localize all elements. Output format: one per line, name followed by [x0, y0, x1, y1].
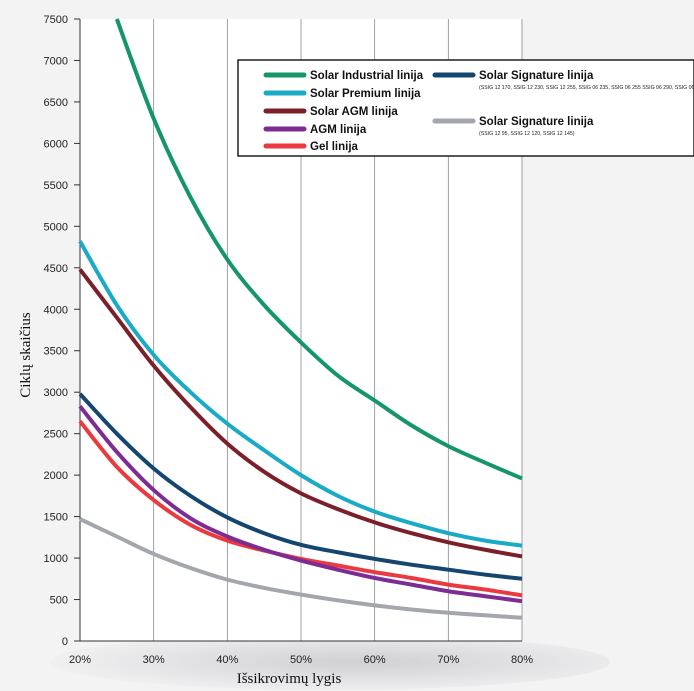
- legend-label: Gel linija: [310, 141, 359, 153]
- y-tick-label: 2500: [44, 429, 68, 441]
- series-lines: [78, 18, 523, 620]
- x-tick-label: 40%: [216, 654, 238, 666]
- y-tick-label: 4500: [44, 263, 68, 275]
- series-line: [79, 517, 523, 620]
- y-tick-label: 1000: [44, 553, 68, 565]
- legend-label: Solar Signature linija: [479, 70, 594, 82]
- legend-label: Solar Premium linija: [310, 88, 421, 100]
- x-tick-label: 20%: [69, 654, 91, 666]
- legend-label: Solar Industrial linija: [310, 70, 424, 82]
- series-line: [114, 18, 523, 481]
- y-tick-label: 3500: [44, 346, 68, 358]
- y-tick-label: 0: [62, 636, 68, 648]
- legend-note: (SSIG 12 170, SSIG 12 230, SSIG 12 255, …: [479, 85, 694, 91]
- legend-label: AGM linija: [310, 124, 367, 136]
- y-tick-label: 5000: [44, 221, 68, 233]
- series-line: [78, 392, 523, 581]
- series-line: [78, 268, 523, 559]
- y-tick-label: 6000: [44, 138, 68, 150]
- y-tick-label: 2000: [44, 470, 68, 482]
- y-tick-label: 6500: [44, 97, 68, 109]
- y-tick-label: 7500: [44, 14, 68, 26]
- y-tick-label: 1500: [44, 512, 68, 524]
- axes: 20% 30% 40% 50% 60% 70% 80% 0 500 1000 1500 2000 250…: [44, 14, 534, 666]
- y-tick-label: 500: [50, 595, 68, 607]
- x-tick-label: 70%: [437, 654, 459, 666]
- legend: Solar Industrial linija Solar Premium lin…: [237, 59, 694, 157]
- y-tick-label: 4000: [44, 304, 68, 316]
- series-line: [78, 240, 523, 548]
- legend-note: (SSIG 12 95, SSIG 12 120, SSIG 12 145): [479, 131, 575, 137]
- series-line: [78, 405, 523, 604]
- legend-label: Solar Signature linija: [479, 116, 594, 128]
- x-tick-label: 60%: [364, 654, 386, 666]
- y-axis-title: Ciklų skaičius: [18, 312, 34, 398]
- x-tick-label: 50%: [290, 654, 312, 666]
- x-tick-label: 80%: [511, 654, 533, 666]
- legend-label: Solar AGM linija: [310, 106, 398, 118]
- y-tick-label: 5500: [44, 180, 68, 192]
- y-tick-label: 7000: [44, 55, 68, 67]
- x-tick-label: 30%: [143, 654, 165, 666]
- y-tick-label: 3000: [44, 387, 68, 399]
- axis-floor-shadow: [50, 634, 610, 690]
- x-axis-title: Išsikrovimų lygis: [237, 671, 342, 687]
